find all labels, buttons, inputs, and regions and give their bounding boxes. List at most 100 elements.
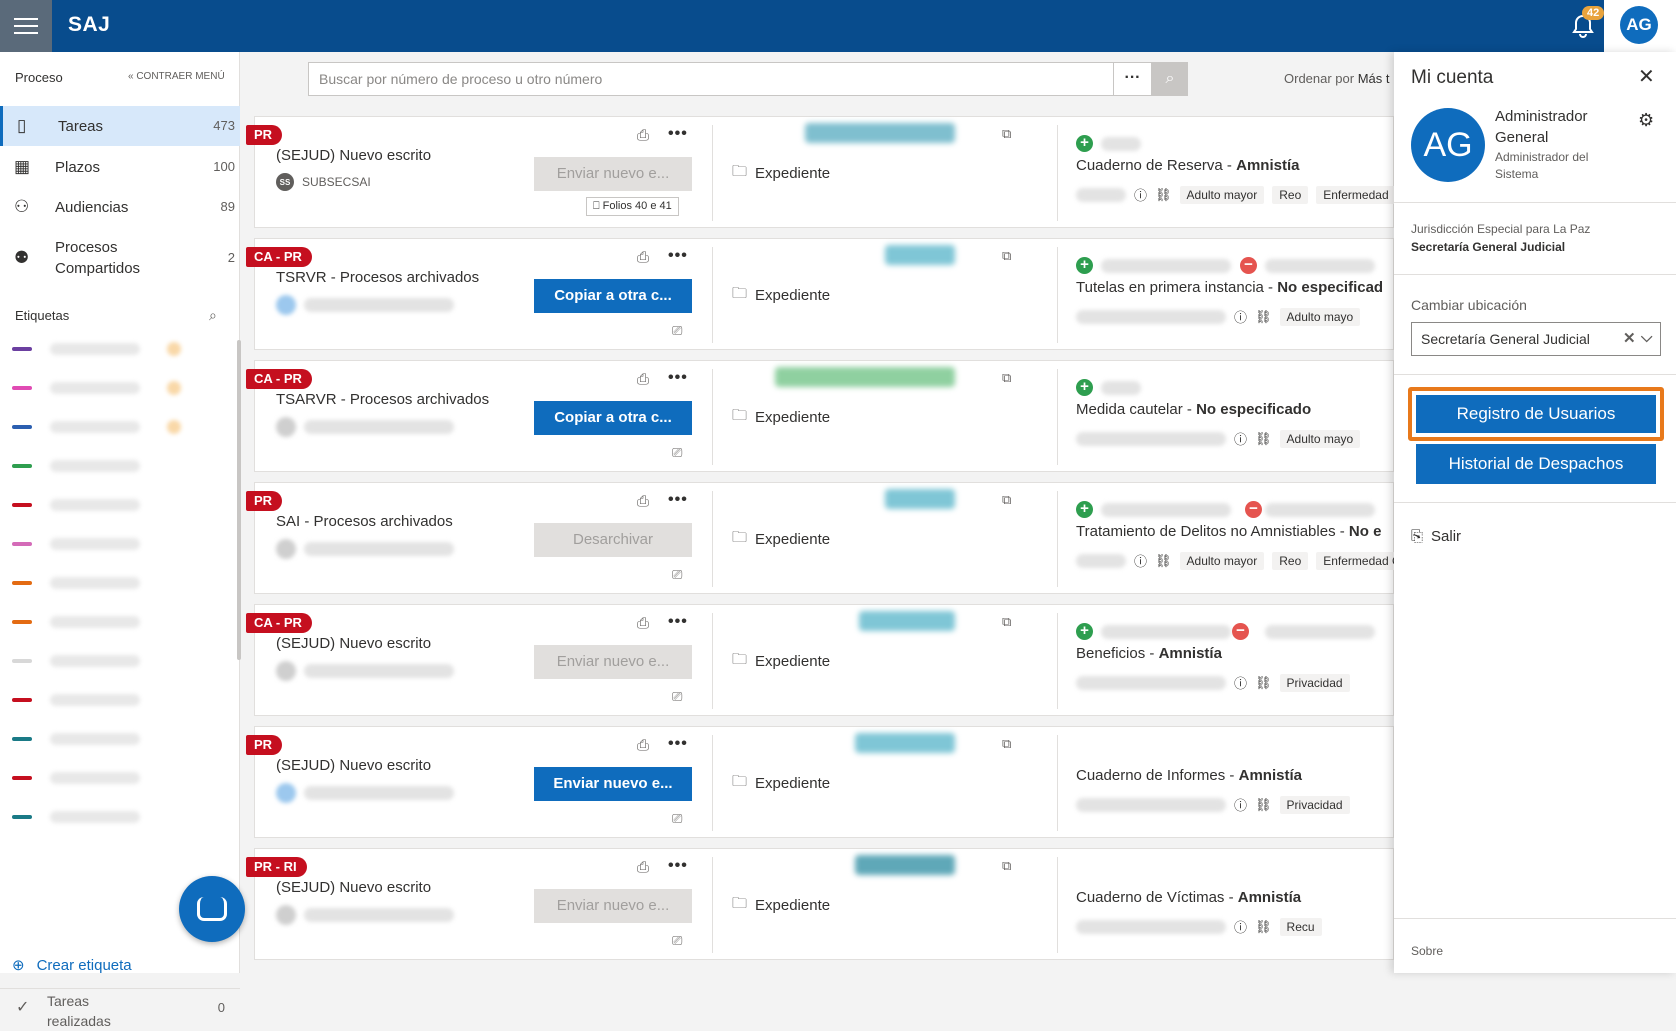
location-select[interactable]: Secretaría General Judicial ✕ ⌵ bbox=[1411, 322, 1661, 356]
create-tag-button[interactable]: ⊕ Crear etiqueta bbox=[12, 956, 132, 975]
task-action-button[interactable]: Copiar a otra c... bbox=[534, 279, 692, 313]
menu-icon[interactable] bbox=[0, 0, 52, 52]
link-icon[interactable]: ⧉ bbox=[1002, 736, 1012, 751]
account-button[interactable]: AG bbox=[1604, 0, 1676, 52]
tag-item[interactable] bbox=[12, 689, 222, 711]
more-icon[interactable]: ••• bbox=[668, 369, 688, 386]
plus-icon[interactable]: + bbox=[1076, 257, 1093, 274]
sidebar-item-plazos[interactable]: ▦ Plazos 100 bbox=[0, 148, 240, 188]
expediente-link[interactable]: 🗀 Expediente bbox=[732, 283, 830, 308]
document-icon[interactable]: ⎙ bbox=[637, 615, 650, 632]
more-icon[interactable]: ••• bbox=[668, 857, 688, 874]
expediente-link[interactable]: 🗀 Expediente bbox=[732, 527, 830, 552]
logout-button[interactable]: ⎘ Salir bbox=[1411, 528, 1462, 545]
share-network-icon[interactable]: ⛓ bbox=[1255, 674, 1272, 690]
plus-icon[interactable]: + bbox=[1076, 623, 1093, 640]
document-icon[interactable]: ⎙ bbox=[637, 737, 650, 754]
info-icon[interactable]: ⓘ bbox=[1134, 188, 1148, 203]
user-registry-button[interactable]: Registro de Usuarios bbox=[1416, 395, 1656, 433]
expediente-link[interactable]: 🗀 Expediente bbox=[732, 405, 830, 430]
task-card[interactable]: PR - RI (SEJUD) Nuevo escrito ⎙ ••• Enviar n… bbox=[246, 848, 1394, 960]
more-icon[interactable]: ••• bbox=[668, 247, 688, 264]
share-network-icon[interactable]: ⛓ bbox=[1155, 552, 1172, 568]
minus-icon[interactable]: − bbox=[1240, 257, 1257, 274]
document-icon[interactable]: ⎙ bbox=[637, 249, 650, 266]
more-options-button[interactable]: ··· bbox=[1114, 62, 1152, 96]
comment-icon[interactable]: ⎚ bbox=[672, 811, 683, 826]
tag-item[interactable] bbox=[12, 650, 222, 672]
comment-icon[interactable]: ⎚ bbox=[672, 445, 683, 460]
info-icon[interactable]: ⓘ bbox=[1234, 310, 1248, 325]
document-icon[interactable]: ⎙ bbox=[637, 493, 650, 510]
tag-item[interactable] bbox=[12, 377, 222, 399]
tag-item[interactable] bbox=[12, 494, 222, 516]
info-icon[interactable]: ⓘ bbox=[1134, 554, 1148, 569]
link-icon[interactable]: ⧉ bbox=[1002, 858, 1012, 873]
document-icon[interactable]: ⎙ bbox=[637, 127, 650, 144]
link-icon[interactable]: ⧉ bbox=[1002, 370, 1012, 385]
task-card[interactable]: PR (SEJUD) Nuevo escrito SS SUBSECSAI ⎙ ••• En… bbox=[246, 116, 1396, 228]
gear-icon[interactable]: ⚙ bbox=[1638, 110, 1655, 130]
task-card[interactable]: CA - PR TSARVR - Procesos archivados ⎙ ••• C… bbox=[246, 360, 1394, 472]
tag-item[interactable] bbox=[12, 767, 222, 789]
comment-icon[interactable]: ⎚ bbox=[672, 933, 683, 948]
task-action-button[interactable]: Copiar a otra c... bbox=[534, 401, 692, 435]
sidebar-item-procesos-compartidos[interactable]: ⚉ Procesos Compartidos 2 bbox=[0, 228, 240, 288]
expediente-link[interactable]: 🗀 Expediente bbox=[732, 161, 830, 186]
tag-item[interactable] bbox=[12, 728, 222, 750]
collapse-menu-button[interactable]: « CONTRAER MENÚ bbox=[128, 71, 225, 82]
info-icon[interactable]: ⓘ bbox=[1234, 676, 1248, 691]
clear-icon[interactable]: ✕ bbox=[1623, 330, 1636, 347]
plus-icon[interactable]: + bbox=[1076, 379, 1093, 396]
share-network-icon[interactable]: ⛓ bbox=[1255, 308, 1272, 324]
close-icon[interactable]: ✕ bbox=[1638, 66, 1655, 88]
expediente-link[interactable]: 🗀 Expediente bbox=[732, 771, 830, 796]
share-network-icon[interactable]: ⛓ bbox=[1155, 186, 1172, 202]
plus-icon[interactable]: + bbox=[1076, 135, 1093, 152]
plus-icon[interactable]: + bbox=[1076, 501, 1093, 518]
share-network-icon[interactable]: ⛓ bbox=[1255, 796, 1272, 812]
task-action-button[interactable]: Enviar nuevo e... bbox=[534, 889, 692, 923]
chat-button[interactable] bbox=[179, 876, 245, 942]
tag-item[interactable] bbox=[12, 338, 222, 360]
about-link[interactable]: Sobre bbox=[1411, 944, 1444, 958]
search-icon[interactable]: ⌕ bbox=[209, 307, 217, 323]
sort-control[interactable]: Ordenar por Más t bbox=[1284, 71, 1390, 86]
link-icon[interactable]: ⧉ bbox=[1002, 614, 1012, 629]
comment-icon[interactable]: ⎚ bbox=[672, 323, 683, 338]
task-action-button[interactable]: Enviar nuevo e... bbox=[534, 767, 692, 801]
task-card[interactable]: PR SAI - Procesos archivados ⎙ ••• Desarchiv… bbox=[246, 482, 1432, 594]
info-icon[interactable]: ⓘ bbox=[1234, 432, 1248, 447]
sidebar-item-tareas[interactable]: ▯ Tareas 473 bbox=[0, 106, 240, 146]
comment-icon[interactable]: ⎚ bbox=[672, 567, 683, 582]
search-button[interactable]: ⌕ bbox=[1152, 62, 1188, 96]
task-action-button[interactable]: Enviar nuevo e... bbox=[534, 157, 692, 191]
info-icon[interactable]: ⓘ bbox=[1234, 920, 1248, 935]
more-icon[interactable]: ••• bbox=[668, 613, 688, 630]
chevron-down-icon[interactable]: ⌵ bbox=[1641, 329, 1653, 346]
info-icon[interactable]: ⓘ bbox=[1234, 798, 1248, 813]
more-icon[interactable]: ••• bbox=[668, 735, 688, 752]
comment-icon[interactable]: ⎚ bbox=[672, 689, 683, 704]
more-icon[interactable]: ••• bbox=[668, 491, 688, 508]
minus-icon[interactable]: − bbox=[1232, 623, 1249, 640]
tag-item[interactable] bbox=[12, 533, 222, 555]
tag-item[interactable] bbox=[12, 416, 222, 438]
link-icon[interactable]: ⧉ bbox=[1002, 248, 1012, 263]
sidebar-scrollbar[interactable] bbox=[237, 340, 241, 660]
tag-item[interactable] bbox=[12, 806, 222, 828]
task-action-button[interactable]: Enviar nuevo e... bbox=[534, 645, 692, 679]
minus-icon[interactable]: − bbox=[1245, 501, 1262, 518]
tag-item[interactable] bbox=[12, 572, 222, 594]
expediente-link[interactable]: 🗀 Expediente bbox=[732, 893, 830, 918]
link-icon[interactable]: ⧉ bbox=[1002, 126, 1012, 141]
dispatch-history-button[interactable]: Historial de Despachos bbox=[1416, 444, 1656, 484]
task-card[interactable]: PR (SEJUD) Nuevo escrito ⎙ ••• Enviar nuevo … bbox=[246, 726, 1394, 838]
share-network-icon[interactable]: ⛓ bbox=[1255, 430, 1272, 446]
tag-item[interactable] bbox=[12, 455, 222, 477]
sidebar-item-audiencias[interactable]: ⚇ Audiencias 89 bbox=[0, 188, 240, 228]
share-network-icon[interactable]: ⛓ bbox=[1255, 918, 1272, 934]
folios-tag[interactable]: ⎕ Folios 40 e 41 bbox=[586, 197, 679, 216]
link-icon[interactable]: ⧉ bbox=[1002, 492, 1012, 507]
sidebar-item-done[interactable]: ✓ Tareas realizadas 0 bbox=[0, 988, 240, 1029]
